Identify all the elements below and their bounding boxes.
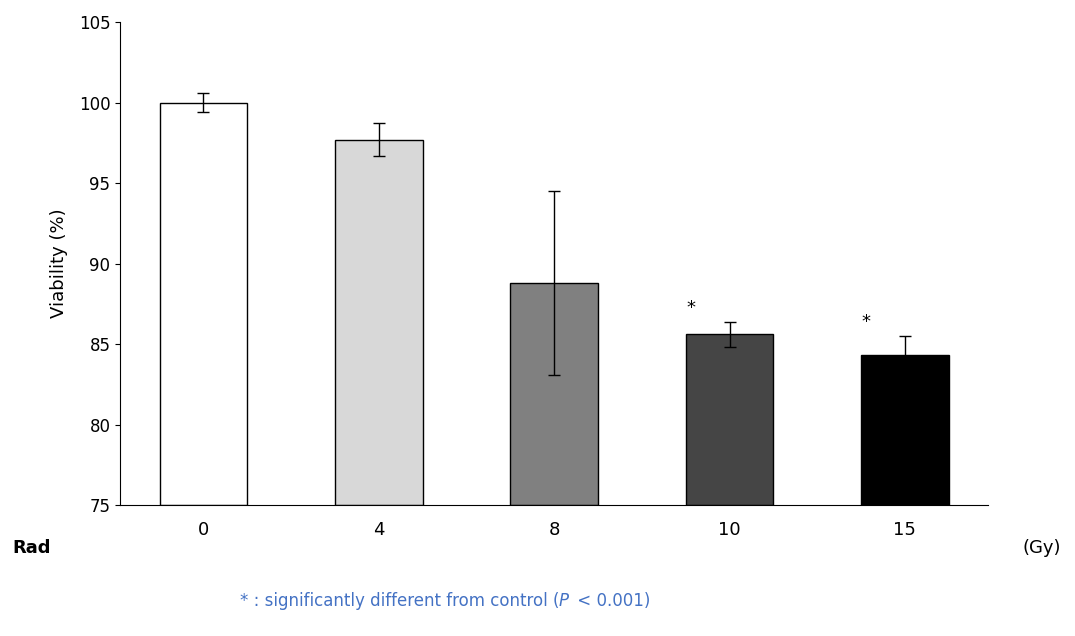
Text: Rad: Rad <box>12 539 51 557</box>
Text: * : significantly different from control (: * : significantly different from control… <box>240 592 559 610</box>
Y-axis label: Viability (%): Viability (%) <box>49 209 68 319</box>
Text: *: * <box>862 313 871 331</box>
Bar <box>335 139 422 505</box>
Text: *: * <box>687 299 696 317</box>
Text: < 0.001): < 0.001) <box>572 592 650 610</box>
Bar <box>861 356 949 505</box>
Bar <box>686 335 773 505</box>
Text: (Gy): (Gy) <box>1023 539 1061 557</box>
Bar <box>159 102 247 505</box>
Bar <box>511 283 598 505</box>
Text: P: P <box>559 592 569 610</box>
